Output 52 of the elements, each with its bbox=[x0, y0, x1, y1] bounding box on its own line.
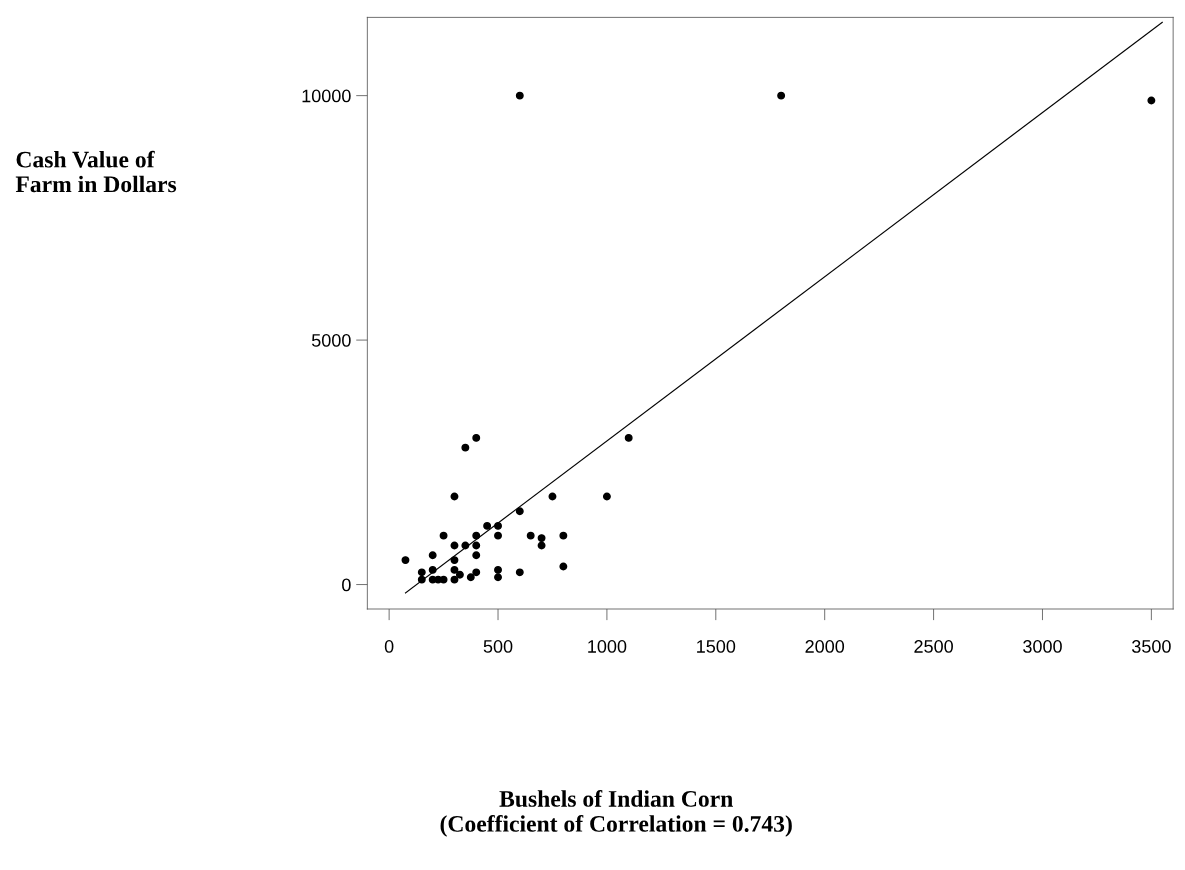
point bbox=[548, 492, 557, 501]
y-tick-label: 10000 bbox=[302, 89, 351, 103]
point bbox=[450, 492, 459, 501]
point bbox=[472, 433, 481, 442]
point bbox=[494, 573, 502, 582]
point bbox=[466, 573, 475, 582]
point bbox=[401, 556, 410, 565]
text: Bushels of Indian Corn (Coefficient of Correlation = 0.743) bbox=[440, 790, 792, 837]
point bbox=[455, 570, 464, 579]
point bbox=[461, 443, 470, 452]
point bbox=[515, 91, 524, 100]
point bbox=[494, 565, 502, 574]
x-tick-label: 2000 bbox=[805, 640, 845, 653]
x-tick-label: 3500 bbox=[1131, 640, 1171, 653]
point bbox=[494, 531, 502, 540]
point bbox=[559, 562, 568, 571]
x-tick-label: 1000 bbox=[588, 640, 627, 653]
point bbox=[1147, 96, 1156, 105]
point bbox=[537, 534, 546, 543]
point bbox=[515, 507, 524, 516]
point bbox=[483, 521, 492, 530]
point bbox=[439, 531, 448, 540]
point bbox=[450, 575, 459, 584]
point bbox=[472, 531, 481, 540]
point bbox=[515, 568, 524, 577]
point bbox=[494, 521, 502, 530]
point bbox=[461, 541, 470, 550]
y-tick-label: 0 bbox=[342, 578, 351, 592]
point bbox=[450, 565, 459, 574]
point bbox=[472, 541, 481, 550]
point bbox=[472, 568, 481, 577]
point bbox=[537, 541, 546, 550]
point bbox=[428, 565, 437, 574]
point bbox=[624, 433, 633, 442]
point bbox=[428, 551, 437, 560]
point bbox=[450, 556, 459, 565]
x-tick-label: 2500 bbox=[914, 640, 953, 653]
point bbox=[526, 531, 535, 540]
x-tick-label: 0 bbox=[384, 640, 394, 653]
text: Cash Value of Farm in Dollars bbox=[15, 150, 177, 193]
point bbox=[417, 568, 426, 577]
y-tick-label: 5000 bbox=[311, 334, 351, 347]
point bbox=[472, 551, 481, 560]
x-tick-label: 500 bbox=[483, 640, 513, 653]
x-tick-label: 3000 bbox=[1023, 640, 1062, 653]
point bbox=[602, 492, 611, 501]
x-tick-label: 1500 bbox=[697, 640, 736, 653]
point bbox=[559, 531, 568, 540]
point bbox=[450, 541, 459, 550]
point bbox=[417, 575, 426, 584]
point bbox=[777, 91, 786, 100]
point bbox=[439, 575, 448, 584]
